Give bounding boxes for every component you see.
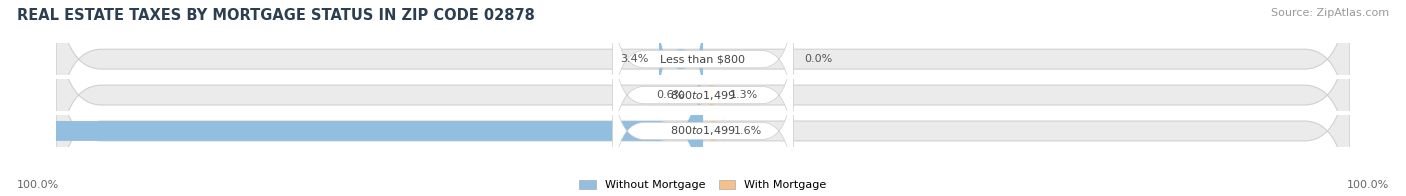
- Text: 0.0%: 0.0%: [804, 54, 832, 64]
- Text: 1.6%: 1.6%: [734, 126, 762, 136]
- Legend: Without Mortgage, With Mortgage: Without Mortgage, With Mortgage: [579, 180, 827, 191]
- FancyBboxPatch shape: [613, 59, 793, 196]
- FancyBboxPatch shape: [56, 0, 1350, 196]
- FancyBboxPatch shape: [56, 29, 1350, 196]
- Text: Source: ZipAtlas.com: Source: ZipAtlas.com: [1271, 8, 1389, 18]
- FancyBboxPatch shape: [56, 0, 1350, 162]
- FancyBboxPatch shape: [659, 15, 703, 104]
- FancyBboxPatch shape: [613, 24, 793, 167]
- Text: 1.3%: 1.3%: [730, 90, 758, 100]
- FancyBboxPatch shape: [695, 85, 703, 105]
- Text: 100.0%: 100.0%: [1347, 180, 1389, 190]
- FancyBboxPatch shape: [703, 115, 724, 147]
- FancyBboxPatch shape: [613, 0, 793, 131]
- Text: 100.0%: 100.0%: [17, 180, 59, 190]
- Text: 3.4%: 3.4%: [620, 54, 648, 64]
- FancyBboxPatch shape: [703, 84, 720, 106]
- Text: Less than $800: Less than $800: [661, 54, 745, 64]
- Text: $800 to $1,499: $800 to $1,499: [671, 89, 735, 102]
- FancyBboxPatch shape: [0, 29, 703, 196]
- Text: $800 to $1,499: $800 to $1,499: [671, 124, 735, 137]
- Text: 0.6%: 0.6%: [657, 90, 685, 100]
- Text: REAL ESTATE TAXES BY MORTGAGE STATUS IN ZIP CODE 02878: REAL ESTATE TAXES BY MORTGAGE STATUS IN …: [17, 8, 534, 23]
